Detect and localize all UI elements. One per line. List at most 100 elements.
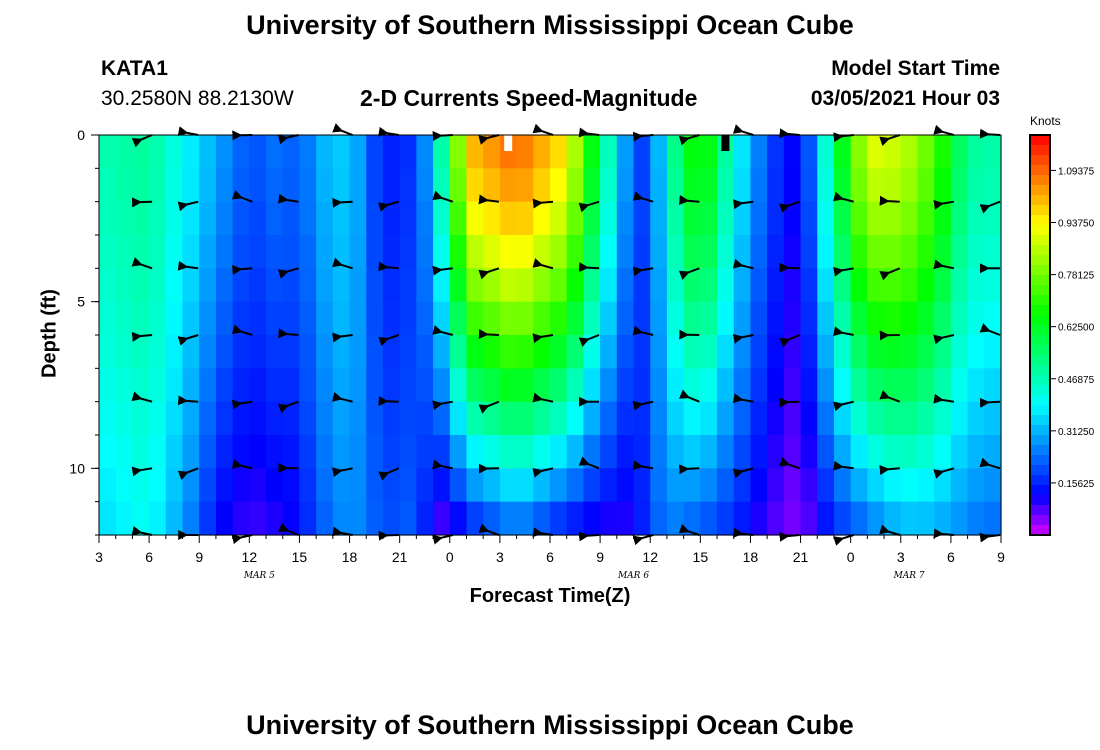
heat-cell	[299, 435, 317, 469]
heat-cell	[750, 135, 768, 169]
heat-cell	[783, 435, 802, 469]
heat-cell	[483, 468, 501, 503]
current-arrow	[277, 193, 299, 204]
heat-cell	[717, 135, 735, 169]
current-arrow	[231, 324, 253, 336]
heat-cell	[783, 501, 802, 536]
heat-cell	[867, 201, 885, 236]
heat-cell	[449, 435, 468, 469]
heat-cell	[717, 235, 735, 269]
colorbar-swatch	[1030, 165, 1050, 176]
heat-cell	[833, 201, 852, 236]
heat-cell	[316, 501, 334, 536]
colorbar-swatch	[1030, 285, 1050, 296]
heat-cell	[232, 135, 250, 169]
current-arrow	[733, 199, 754, 210]
x-tick-label: 18	[743, 549, 759, 565]
heat-cell	[182, 501, 200, 536]
heat-cell	[600, 268, 618, 303]
heat-cell	[516, 235, 534, 269]
heat-cell	[466, 201, 484, 236]
heat-cell	[332, 335, 351, 369]
heat-cell	[650, 168, 668, 203]
heat-cell	[115, 201, 133, 236]
heat-cell	[115, 468, 133, 503]
heat-cell	[817, 168, 835, 203]
heat-cell	[366, 501, 384, 536]
colorbar-swatch	[1030, 345, 1050, 356]
colorbar-swatch	[1030, 425, 1050, 436]
current-arrow	[432, 459, 453, 470]
heat-cell	[516, 435, 534, 469]
current-arrow	[933, 467, 955, 479]
heat-cell	[917, 201, 935, 236]
heat-cell	[884, 368, 902, 403]
colorbar-swatch	[1030, 275, 1050, 286]
current-arrow	[532, 467, 554, 478]
heat-cell	[182, 468, 200, 503]
current-arrow	[378, 200, 399, 212]
current-arrow	[632, 266, 654, 277]
heat-cell	[165, 135, 184, 169]
heat-cell	[550, 468, 568, 503]
heat-cell	[683, 435, 701, 469]
heat-cell	[583, 235, 601, 269]
heat-cell	[767, 135, 785, 169]
heat-cell	[984, 435, 1002, 469]
heat-cell	[650, 135, 668, 169]
colorbar-swatch	[1030, 335, 1050, 346]
heat-cell	[316, 268, 334, 303]
heat-cell	[817, 401, 835, 436]
heat-cell	[884, 401, 902, 436]
heat-cell	[215, 268, 234, 303]
heat-cell	[783, 335, 802, 369]
colorbar: 1.09375 0.93750 0.78125 0.62500 0.46875 0.312…	[1029, 134, 1095, 536]
heat-cell	[600, 135, 618, 169]
heat-cell	[616, 335, 635, 369]
x-tick-label: 12	[242, 549, 258, 565]
heat-cell	[900, 435, 919, 469]
heat-cell	[900, 501, 919, 536]
heat-cell	[199, 468, 217, 503]
heat-cell	[115, 501, 133, 536]
heat-cell	[666, 501, 685, 536]
colorbar-swatch	[1030, 355, 1050, 366]
heat-cell	[483, 235, 501, 269]
current-arrow	[432, 190, 454, 203]
current-arrow	[532, 333, 554, 344]
heat-cell	[566, 235, 584, 269]
heat-cell	[566, 401, 584, 436]
heat-cell	[817, 335, 835, 369]
colorbar-swatch	[1030, 415, 1050, 426]
current-arrow	[933, 393, 955, 404]
heat-cell	[165, 468, 184, 503]
heat-cell	[332, 168, 351, 203]
heat-cell	[232, 501, 250, 536]
heat-cell	[833, 501, 852, 536]
heat-cell	[232, 468, 250, 503]
heat-cell	[884, 301, 902, 336]
heat-cell	[683, 468, 701, 503]
heat-cell	[850, 501, 868, 536]
heat-cell	[499, 501, 518, 536]
heat-cell	[349, 468, 367, 503]
heat-cell	[950, 135, 969, 169]
current-arrow	[578, 262, 600, 273]
heat-cell	[115, 301, 133, 336]
current-arrow	[478, 523, 500, 536]
heat-cell	[399, 135, 417, 169]
heat-cell	[583, 301, 601, 336]
heat-cell	[967, 368, 985, 403]
heat-cell	[399, 335, 417, 369]
heat-cell	[950, 235, 969, 269]
heat-cell	[182, 435, 200, 469]
current-arrow	[478, 194, 500, 205]
heat-cell	[466, 468, 484, 503]
heat-cell	[466, 335, 484, 369]
heat-cell	[800, 235, 818, 269]
heat-cell	[616, 435, 635, 469]
x-tick-label: 9	[596, 549, 604, 565]
heat-cell	[382, 468, 401, 503]
colorbar-swatch	[1030, 495, 1050, 506]
page-title-top: University of Southern Mississippi Ocean…	[246, 10, 854, 40]
